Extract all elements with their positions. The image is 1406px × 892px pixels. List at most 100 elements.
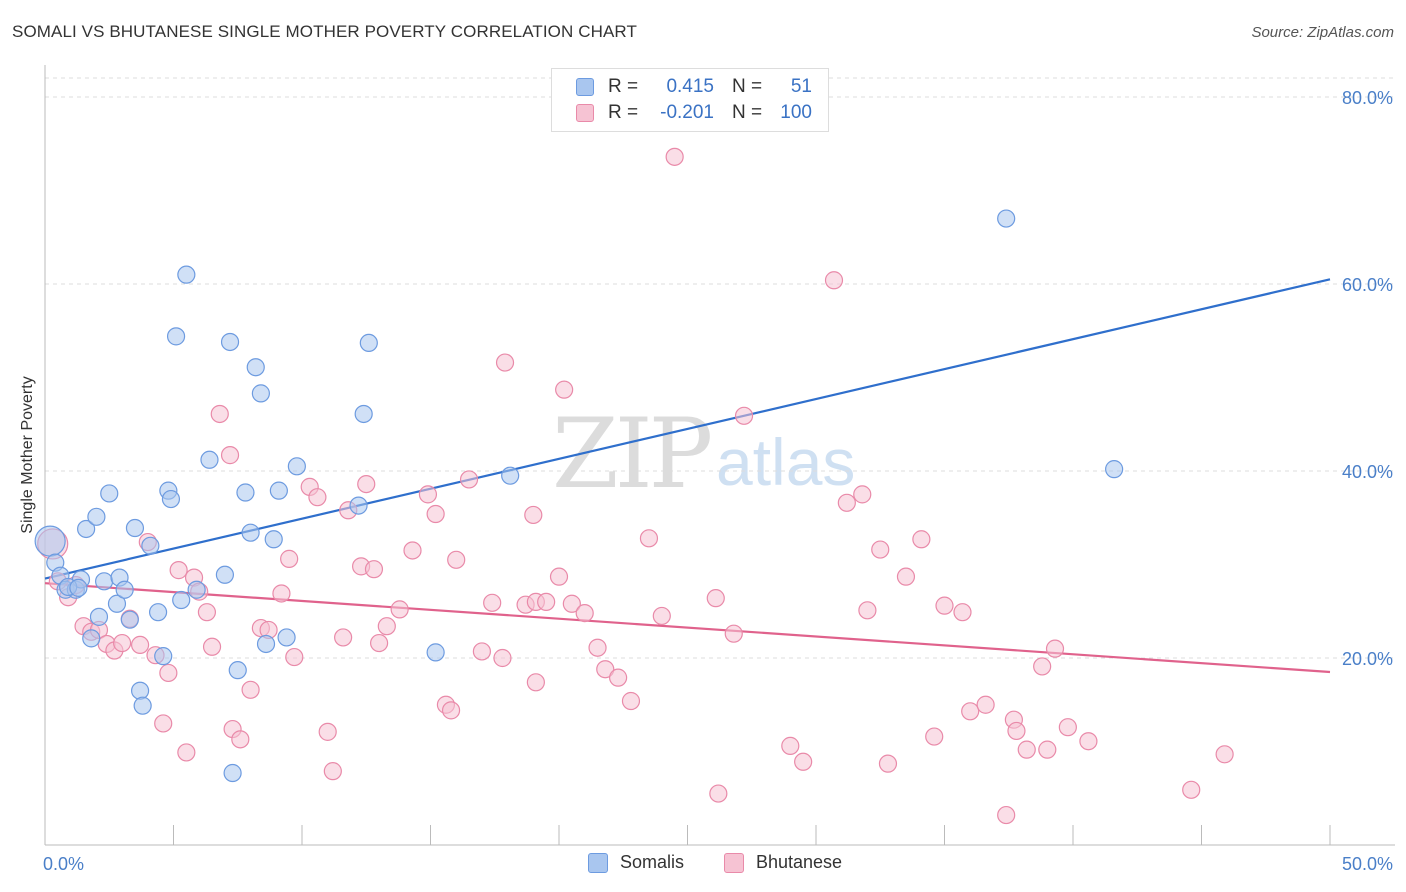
- bhutanese-point: [1182, 780, 1201, 799]
- r-label: R =: [608, 102, 639, 123]
- bhutanese-point: [1045, 639, 1065, 658]
- bhutanese-point: [112, 633, 132, 653]
- somalis-point: [177, 265, 196, 284]
- bhutanese-point: [318, 722, 337, 741]
- x-tick-label: 50.0%: [1342, 854, 1393, 874]
- trend-lines: [44, 278, 1331, 674]
- somalis-point: [120, 610, 139, 629]
- bhutanese-point: [794, 752, 813, 771]
- somalis-point: [220, 332, 240, 352]
- y-tick-label: 20.0%: [1342, 649, 1393, 669]
- bhutanese-point: [878, 754, 898, 773]
- somalis-point: [89, 607, 109, 626]
- bhutanese-point: [976, 695, 995, 714]
- x-tick-label: 0.0%: [43, 854, 84, 874]
- bhutanese-point: [472, 642, 491, 661]
- bhutanese-point: [925, 727, 944, 746]
- somalis-point: [215, 565, 234, 584]
- bhutanese-point: [308, 488, 327, 507]
- tick-labels: 20.0% 40.0% 60.0% 80.0% 0.0% 50.0%: [43, 88, 1393, 874]
- axes: [44, 65, 1395, 846]
- somalis-point: [130, 681, 150, 700]
- somalis-point: [256, 634, 276, 654]
- bhutanese-point: [706, 589, 725, 608]
- bhutanese-point: [364, 560, 384, 579]
- bhutanese-point: [1017, 740, 1036, 759]
- somalis-point: [269, 481, 288, 500]
- somalis-point: [246, 358, 265, 377]
- somalis-point: [107, 594, 127, 613]
- bhutanese-point: [953, 603, 972, 622]
- somalis-point: [1105, 460, 1124, 479]
- somalis-point: [277, 628, 296, 647]
- somalis-n-value: 51: [790, 76, 812, 97]
- bhutanese-point: [1058, 718, 1077, 737]
- bhutanese-point: [1033, 657, 1052, 676]
- somalis-point: [997, 209, 1016, 228]
- bhutanese-point: [734, 406, 754, 425]
- bhutanese-point: [639, 529, 659, 548]
- bhutanese-point: [526, 673, 545, 692]
- bhutanese-point: [709, 784, 728, 803]
- bhutanese-point: [724, 624, 743, 643]
- somalis-point: [359, 333, 378, 353]
- bhutanese-point: [1038, 740, 1057, 759]
- bhutanese-point: [652, 606, 671, 626]
- bhutanese-point: [159, 663, 178, 683]
- somalis-point: [100, 484, 119, 503]
- bhutanese-point: [202, 637, 222, 656]
- y-tick-label: 40.0%: [1342, 462, 1393, 482]
- bhutanese-point: [495, 353, 515, 372]
- somalis-point: [82, 629, 101, 648]
- bhutanese-point: [961, 702, 980, 721]
- data-points: [34, 147, 1234, 825]
- bhutanese-point: [1079, 732, 1098, 751]
- bhutanese-point: [459, 470, 479, 489]
- bhutanese-point: [781, 736, 800, 755]
- bhutanese-point: [231, 730, 250, 749]
- bhutanese-point: [483, 593, 502, 612]
- bhutanese-point: [241, 680, 260, 699]
- legend-row-somalis: R = 0.415 N = 51: [552, 74, 812, 100]
- bhutanese-point: [154, 714, 173, 733]
- bhutanese-point: [871, 540, 890, 559]
- correlation-legend: R = 0.415 N = 51 R = -0.201 N = 100: [551, 68, 829, 132]
- bhutanese-point: [537, 592, 556, 612]
- bhutanese-point: [596, 660, 615, 679]
- somalis-point: [87, 507, 106, 526]
- bhutanese-point: [896, 567, 916, 586]
- bhutanese-point: [1215, 745, 1234, 764]
- somalis-point: [154, 647, 173, 666]
- bhutanese-point: [426, 504, 445, 524]
- somalis-point: [95, 572, 114, 591]
- legend-label-somalis: Somalis: [620, 852, 685, 872]
- bhutanese-point: [609, 668, 628, 687]
- somalis-point: [161, 489, 181, 509]
- legend-item-bhutanese[interactable]: Bhutanese: [724, 852, 842, 873]
- bhutanese-point: [997, 805, 1016, 825]
- bhutanese-point: [177, 743, 196, 762]
- bhutanese-point: [418, 485, 438, 504]
- series-legend: Somalis Bhutanese: [0, 852, 1406, 878]
- bhutanese-point: [370, 633, 389, 653]
- somalis-point: [241, 523, 260, 542]
- somalis-point: [148, 603, 168, 622]
- somalis-point: [34, 525, 66, 557]
- bhutanese-point: [562, 594, 581, 613]
- bhutanese-point: [220, 446, 240, 465]
- bhutanese-point: [334, 628, 353, 647]
- bhutanese-point: [285, 647, 304, 667]
- bhutanese-point: [621, 691, 641, 711]
- n-label: N =: [732, 102, 763, 123]
- bhutanese-n-value: 100: [780, 102, 812, 123]
- somalis-point: [115, 580, 134, 599]
- bhutanese-point: [575, 604, 594, 623]
- bhutanese-trend-line: [44, 582, 1331, 674]
- somalis-point: [349, 496, 368, 515]
- legend-item-somalis[interactable]: Somalis: [588, 852, 684, 873]
- bhutanese-point: [272, 584, 291, 603]
- bhutanese-point: [447, 550, 466, 569]
- y-tick-label: 60.0%: [1342, 275, 1393, 295]
- legend-label-bhutanese: Bhutanese: [756, 852, 843, 872]
